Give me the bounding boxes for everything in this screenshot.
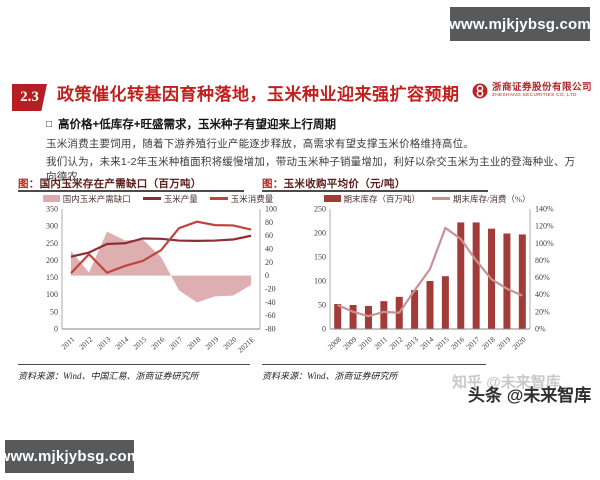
- site-url-badge-top: www.mjkjybsg.com: [450, 7, 590, 41]
- svg-text:100%: 100%: [535, 239, 554, 248]
- svg-text:2009: 2009: [341, 335, 358, 352]
- svg-text:0%: 0%: [535, 325, 546, 334]
- broker-logo: 浙商证券股份有限公司 ZHESHANG SECURITIES CO.,LTD: [472, 83, 592, 104]
- chart-legend: 国内玉米产需缺口玉米产量玉米消费量: [18, 192, 298, 205]
- svg-text:2019: 2019: [203, 335, 220, 352]
- svg-text:250: 250: [314, 205, 326, 214]
- key-point-text: 高价格+低库存+旺盛需求，玉米种子有望迎来上行周期: [58, 116, 336, 132]
- svg-text:2013: 2013: [95, 335, 112, 352]
- svg-text:60%: 60%: [535, 273, 550, 282]
- svg-text:2016: 2016: [449, 335, 466, 352]
- svg-text:0: 0: [54, 325, 58, 334]
- svg-text:120%: 120%: [535, 222, 554, 231]
- line-swatch-icon: [210, 197, 228, 200]
- svg-text:40%: 40%: [535, 290, 550, 299]
- svg-text:2021E: 2021E: [236, 335, 257, 355]
- line-swatch-icon: [143, 197, 161, 200]
- chart-title: 图：国内玉米存在产需缺口（百万吨）: [18, 176, 298, 189]
- svg-text:2015: 2015: [434, 335, 451, 352]
- svg-text:0: 0: [322, 325, 326, 334]
- legend-item: 期末库存（百万吨）: [324, 193, 421, 205]
- svg-text:300: 300: [46, 222, 58, 231]
- chart-title: 图：玉米收购平均价（元/吨）: [262, 176, 592, 189]
- svg-text:200: 200: [46, 256, 58, 265]
- svg-text:2012: 2012: [387, 335, 404, 352]
- supply-demand-gap-plot: 350300250200150100500100806040200-20-40-…: [18, 205, 298, 357]
- bar-swatch-icon: [324, 195, 341, 202]
- page-title: 政策催化转基因育种落地，玉米种业迎来强扩容预期: [57, 85, 462, 105]
- svg-text:80%: 80%: [535, 256, 550, 265]
- report-slide: www.mjkjybsg.com 2.3 政策催化转基因育种落地，玉米种业迎来强…: [0, 0, 600, 480]
- chart-title-text: 国内玉米存在产需缺口（百万吨）: [40, 178, 202, 190]
- area-swatch-icon: [43, 195, 60, 202]
- svg-text:2014: 2014: [418, 335, 435, 352]
- legend-label: 玉米产量: [164, 193, 198, 205]
- body-paragraph-1: 玉米消费主要饲用，随着下游养殖行业产能逐步释放，高需求有望支撑玉米价格维持高位。: [46, 136, 586, 151]
- svg-text:2017: 2017: [464, 335, 481, 352]
- svg-text:2020: 2020: [510, 335, 527, 352]
- svg-text:2019: 2019: [495, 335, 512, 352]
- svg-text:50: 50: [318, 301, 326, 310]
- zheshang-logo-icon: [472, 83, 488, 104]
- svg-text:2016: 2016: [149, 335, 166, 352]
- svg-text:150: 150: [46, 273, 58, 282]
- chart-legend: 期末库存（百万吨） 期末库存/消费（%）: [262, 192, 592, 205]
- chart-ending-stock: 图：玉米收购平均价（元/吨） 期末库存（百万吨） 期末库存/消费（%） 250 20…: [262, 176, 592, 382]
- svg-text:2018: 2018: [185, 335, 202, 352]
- svg-text:2011: 2011: [59, 335, 76, 352]
- svg-text:2014: 2014: [113, 335, 130, 352]
- legend-label: 期末库存/消费（%）: [453, 193, 530, 205]
- source-note: 资料来源：Wind、中国汇易、浙商证券研究所: [18, 364, 250, 382]
- legend-item: 国内玉米产需缺口: [43, 193, 131, 205]
- legend-label: 国内玉米产需缺口: [63, 193, 131, 205]
- svg-text:50: 50: [50, 307, 58, 316]
- svg-text:2012: 2012: [77, 335, 94, 352]
- section-number: 2.3: [12, 84, 47, 111]
- ending-stock-plot: 250 200 150 100 50 0 140% 120% 100% 80% 60% 40% 20% 0…: [262, 205, 592, 357]
- watermark-toutiao: 头条 @未来智库: [468, 381, 591, 406]
- broker-name-cn: 浙商证券股份有限公司: [492, 83, 592, 93]
- broker-name-en: ZHESHANG SECURITIES CO.,LTD: [492, 93, 592, 100]
- svg-text:100: 100: [46, 290, 58, 299]
- svg-text:2008: 2008: [326, 335, 343, 352]
- chart-title-prefix: 图：: [18, 178, 40, 190]
- legend-item: 玉米产量: [143, 193, 198, 205]
- svg-text:2017: 2017: [167, 335, 184, 352]
- line-swatch-icon: [432, 197, 450, 200]
- svg-text:100: 100: [314, 277, 326, 286]
- svg-text:350: 350: [46, 205, 58, 214]
- site-url-badge-bottom: www.mjkjybsg.com: [5, 440, 134, 473]
- legend-label: 期末库存（百万吨）: [344, 193, 421, 205]
- svg-text:250: 250: [46, 239, 58, 248]
- svg-text:2015: 2015: [131, 335, 148, 352]
- svg-text:2010: 2010: [357, 335, 374, 352]
- square-bullet-icon: □: [46, 119, 52, 130]
- svg-text:2011: 2011: [372, 335, 389, 352]
- svg-text:2018: 2018: [480, 335, 497, 352]
- svg-text:20%: 20%: [535, 307, 550, 316]
- svg-text:150: 150: [314, 253, 326, 262]
- key-point-bullet: □ 高价格+低库存+旺盛需求，玉米种子有望迎来上行周期: [46, 116, 566, 132]
- chart-supply-demand-gap: 图：国内玉米存在产需缺口（百万吨） 国内玉米产需缺口玉米产量玉米消费量 3503…: [18, 176, 298, 382]
- legend-item: 期末库存/消费（%）: [432, 193, 530, 205]
- svg-text:140%: 140%: [535, 205, 554, 214]
- chart-title-text: 玉米收购平均价（元/吨）: [284, 178, 406, 190]
- svg-text:2013: 2013: [403, 335, 420, 352]
- svg-text:200: 200: [314, 229, 326, 238]
- chart-title-prefix: 图：: [262, 178, 284, 190]
